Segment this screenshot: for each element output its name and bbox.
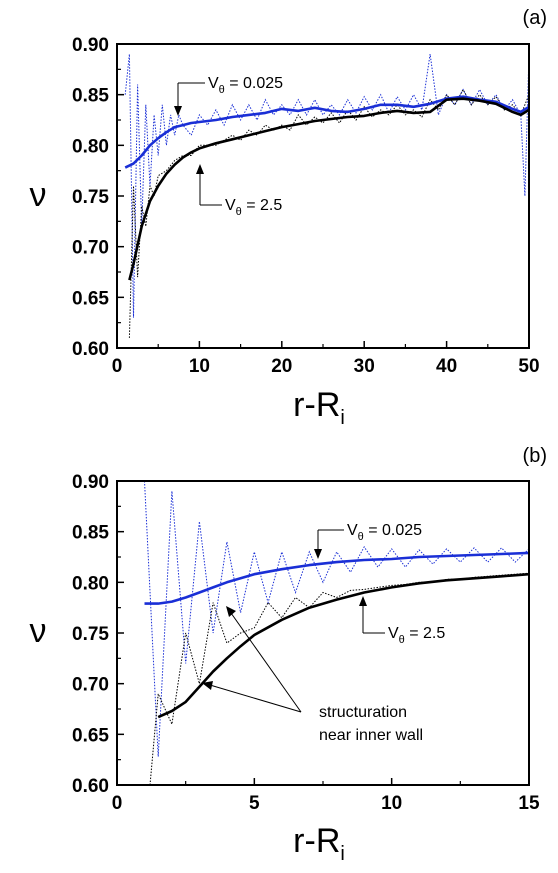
x-tick-label-b-3: 15 [518,793,540,814]
annotation-text-a1: Vθ = 0.025 [208,75,283,96]
annotation-a2: Vθ = 2.5 [196,164,282,218]
x-axis-label-b-sub: i [340,843,344,865]
x-tick-label-b-1: 5 [249,793,260,814]
panel-a: (a) 0 10 20 30 40 500.600.650.700.750.800.850… [30,7,548,429]
series-line-b-1-smooth [157,572,529,719]
annotation-b1: Vθ = 0.025 [314,522,422,559]
arrowhead-a2 [196,164,204,174]
y-tick-label-a-6: 0.90 [72,35,109,56]
arrowhead-b2 [359,596,367,606]
arrow-struct-2 [209,684,302,713]
series-line-a-2-raw [124,54,529,318]
annotation-structuration: structuration near inner wall [202,606,423,744]
x-axis-label-b: r-Ri [293,822,345,865]
panel-label-a: (a) [523,7,547,29]
y-tick-label-a-1: 0.65 [72,288,109,309]
y-tick-label-a-5: 0.85 [72,86,109,107]
series-line-b-2-raw [144,481,529,757]
panel-label-b: (b) [523,445,547,467]
y-tick-label-a-0: 0.60 [72,339,109,360]
y-tick-label-b-0: 0.60 [72,776,109,797]
y-axis-label-a: ν [30,176,47,214]
y-tick-label-b-6: 0.90 [72,472,109,493]
annotation-a1: Vθ = 0.025 [174,75,283,116]
x-tick-label-b-0: 0 [112,793,123,814]
y-tick-label-b-5: 0.85 [72,523,109,544]
x-tick-label-a-0: 0 [112,356,123,377]
y-tick-label-a-4: 0.80 [72,136,109,157]
annotation-text-struct-1: structuration [319,704,407,721]
arrowhead-a1 [174,106,182,116]
plot-frame-a [116,43,530,349]
annotation-text-b2: Vθ = 2.5 [388,625,445,646]
x-axis-label-b-main: r-R [293,822,340,860]
x-tick-label-b-2: 10 [381,793,402,814]
y-tick-label-b-2: 0.70 [72,675,109,696]
annotation-text-b1: Vθ = 0.025 [347,522,422,543]
x-axis-label-a-sub: i [340,407,344,429]
arrowhead-struct-1 [226,606,236,617]
series-line-b-3-raw [149,572,529,785]
y-tick-label-b-3: 0.75 [72,624,109,645]
x-axis-label-a: r-Ri [293,386,345,429]
annotation-b2: Vθ = 2.5 [359,596,445,646]
panel-b: (b) 0 5 10 15 0.60 0.65 0.70 0.75 0.80 0.85 0.90 ν… [30,445,548,865]
ticks-a: 0 10 20 30 40 50 0.60 0.65 0.70 0.75 0.80 0.85 0.90 [72,35,540,377]
x-tick-label-a-5: 50 [518,356,539,377]
y-tick-label-b-4: 0.80 [72,573,109,594]
series-group-a [124,54,529,338]
series-line-b-0-smooth [144,551,529,605]
x-tick-label-a-2: 20 [271,356,292,377]
series-line-a-0-smooth [124,95,529,169]
ticks-b: 0 5 10 15 0.60 0.65 0.70 0.75 0.80 0.85 0.90 [72,472,540,814]
x-axis-label-a-main: r-R [293,386,340,424]
y-axis-label-b: ν [30,612,47,650]
series-line-a-1-smooth [128,97,529,281]
x-tick-label-a-4: 40 [436,356,457,377]
arrowhead-b1 [314,549,322,559]
annotation-text-a2: Vθ = 2.5 [225,197,282,218]
y-tick-label-a-3: 0.75 [72,187,109,208]
y-tick-label-b-1: 0.65 [72,725,109,746]
x-tick-label-a-3: 30 [354,356,375,377]
arrow-struct-1 [230,612,302,713]
arrowhead-struct-2 [202,681,213,690]
series-group-b [144,481,529,785]
series-line-a-3-raw [128,88,529,338]
annotation-text-struct-2: near inner wall [319,727,423,744]
y-tick-label-a-2: 0.70 [72,238,109,259]
x-tick-label-a-1: 10 [189,356,210,377]
